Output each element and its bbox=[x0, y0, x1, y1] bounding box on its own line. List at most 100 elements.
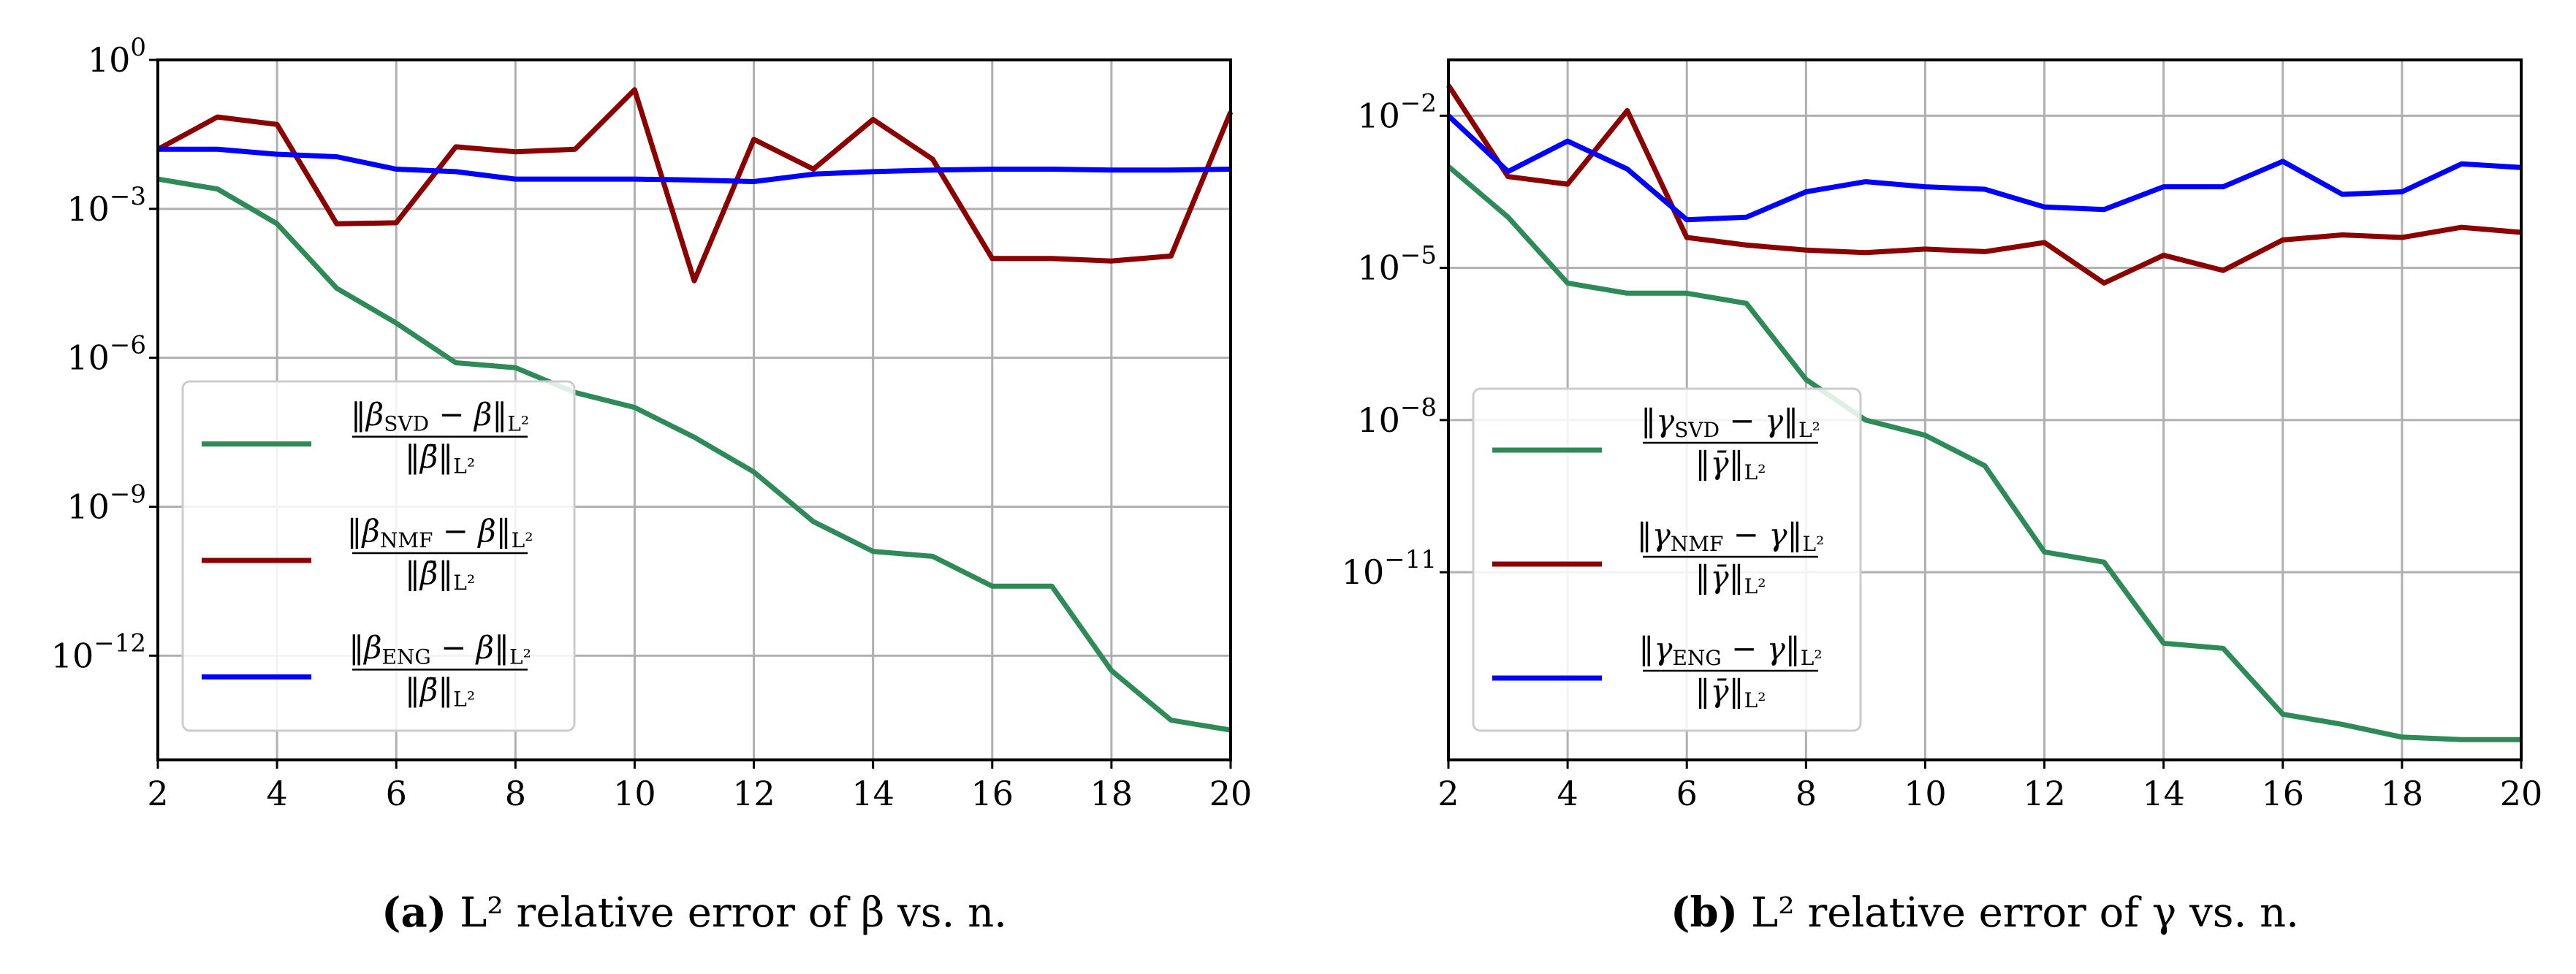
data-point-nmf bbox=[811, 167, 816, 171]
legend-box bbox=[1472, 387, 1862, 732]
y-tick-label: 10−5 bbox=[1357, 241, 1437, 288]
y-tick-base: 10 bbox=[67, 189, 110, 229]
legend-box bbox=[181, 380, 576, 732]
x-tick-label: 10 bbox=[613, 774, 656, 813]
data-point-eng bbox=[752, 179, 756, 183]
data-point-svd bbox=[2162, 641, 2166, 645]
data-point-nmf bbox=[1565, 182, 1570, 186]
data-point-svd bbox=[2459, 737, 2463, 742]
data-point-nmf bbox=[573, 147, 577, 151]
data-point-eng bbox=[2340, 192, 2344, 197]
axes-frame-a bbox=[156, 58, 1232, 761]
data-point-nmf bbox=[2221, 268, 2225, 273]
data-point-nmf bbox=[1804, 248, 1808, 252]
legend-numerator: ‖γSVD − γ‖L² bbox=[1641, 403, 1820, 442]
data-point-nmf bbox=[275, 122, 279, 126]
data-point-nmf bbox=[990, 256, 995, 261]
data-point-svd bbox=[632, 406, 637, 410]
data-point-svd bbox=[394, 321, 398, 325]
series-a bbox=[156, 87, 1234, 733]
x-tick-label: 8 bbox=[505, 774, 526, 813]
data-point-nmf bbox=[1625, 108, 1630, 113]
y-tick-exponent: −11 bbox=[1384, 545, 1437, 574]
data-point-nmf bbox=[1983, 249, 1987, 254]
y-tick-label: 10−12 bbox=[51, 628, 146, 675]
x-tick-label: 12 bbox=[732, 774, 775, 813]
data-point-svd bbox=[335, 286, 339, 291]
data-point-eng bbox=[275, 152, 279, 156]
x-tick-label: 16 bbox=[2262, 774, 2305, 813]
legend-a: ‖βSVD − β‖L²‖β̄‖L²‖βNMF − β‖L²‖β̄‖L²‖βEN… bbox=[181, 380, 576, 732]
y-tick-exponent: −6 bbox=[110, 331, 146, 360]
caption-a: (a) L² relative error of β vs. n. bbox=[381, 889, 1007, 937]
y-tick-exponent: −8 bbox=[1400, 393, 1437, 422]
data-point-nmf bbox=[1049, 256, 1054, 261]
data-point-eng bbox=[2459, 161, 2463, 166]
data-point-eng bbox=[2281, 159, 2285, 164]
data-point-eng bbox=[1863, 180, 1868, 184]
data-point-svd bbox=[1049, 584, 1054, 588]
legend-numerator: ‖γENG − γ‖L² bbox=[1638, 631, 1822, 670]
caption-b: (b) L² relative error of γ vs. n. bbox=[1671, 889, 2299, 937]
data-point-eng bbox=[394, 167, 398, 171]
data-point-nmf bbox=[692, 278, 696, 283]
x-tick-label: 16 bbox=[971, 774, 1014, 813]
data-point-nmf bbox=[2400, 235, 2404, 240]
y-tick-exponent: −2 bbox=[1400, 88, 1437, 118]
data-point-svd bbox=[1109, 669, 1114, 673]
data-point-nmf bbox=[2162, 253, 2166, 257]
y-tick-base: 10 bbox=[1357, 400, 1400, 440]
data-point-eng bbox=[1506, 170, 1511, 174]
x-tick-label: 18 bbox=[2381, 774, 2424, 813]
panel-caption: (b) L² relative error of γ vs. n. bbox=[1671, 889, 2299, 937]
series-line-eng bbox=[1446, 113, 2522, 223]
data-point-nmf bbox=[2340, 233, 2344, 237]
y-tick-base: 10 bbox=[1342, 552, 1385, 592]
data-point-svd bbox=[811, 520, 816, 524]
data-point-svd bbox=[1863, 418, 1868, 422]
x-tick-label: 20 bbox=[2500, 774, 2543, 813]
data-point-eng bbox=[335, 154, 339, 159]
data-point-nmf bbox=[871, 118, 875, 122]
y-tick-base: 10 bbox=[1357, 96, 1400, 135]
data-point-nmf bbox=[1684, 235, 1689, 240]
caption-body: L² relative error of γ vs. n. bbox=[1751, 889, 2299, 937]
caption-label: (b) bbox=[1671, 889, 1738, 937]
series-line-nmf bbox=[156, 87, 1234, 284]
data-point-svd bbox=[1804, 377, 1808, 381]
x-tick-label: 6 bbox=[386, 774, 407, 813]
y-tick-exponent: −12 bbox=[94, 628, 146, 658]
data-point-eng bbox=[1049, 167, 1054, 171]
data-point-nmf bbox=[930, 157, 935, 161]
x-tick-label: 2 bbox=[1437, 774, 1459, 813]
data-point-eng bbox=[1625, 167, 1630, 171]
panel-caption: (a) L² relative error of β vs. n. bbox=[381, 889, 1007, 937]
data-point-svd bbox=[2400, 735, 2404, 739]
legend-numerator: ‖βNMF − β‖L² bbox=[347, 513, 533, 552]
y-tick-exponent: −3 bbox=[110, 182, 146, 211]
axes-frame-b bbox=[1447, 58, 2523, 761]
y-tick-base: 10 bbox=[67, 338, 110, 378]
x-tick-label: 14 bbox=[2142, 774, 2185, 813]
legend-denominator: ‖β̄‖L² bbox=[405, 671, 475, 711]
data-point-svd bbox=[1565, 281, 1570, 285]
y-tick-base: 10 bbox=[51, 636, 94, 675]
panel-a: ‖βSVD − β‖L²‖β̄‖L²‖βNMF − β‖L²‖β̄‖L²‖βEN… bbox=[51, 33, 1253, 937]
data-point-eng bbox=[1565, 139, 1570, 143]
series-line-svd bbox=[1446, 164, 2521, 742]
data-point-nmf bbox=[1923, 247, 1927, 251]
data-point-nmf bbox=[752, 137, 756, 142]
data-point-nmf bbox=[335, 221, 339, 226]
data-point-eng bbox=[2102, 208, 2106, 212]
data-point-eng bbox=[692, 178, 696, 182]
data-point-eng bbox=[632, 177, 637, 181]
y-tick-label: 10−11 bbox=[1342, 545, 1437, 592]
legend-denominator: ‖β̄‖L² bbox=[405, 555, 475, 595]
x-tick-label: 2 bbox=[147, 774, 168, 813]
data-point-eng bbox=[990, 167, 995, 171]
panel-b: ‖γSVD − γ‖L²‖γ̄‖L²‖γNMF − γ‖L²‖γ̄‖L²‖γEN… bbox=[1342, 58, 2543, 937]
x-tick-label: 6 bbox=[1676, 774, 1698, 813]
data-point-eng bbox=[2221, 185, 2225, 189]
data-point-svd bbox=[2102, 560, 2106, 564]
